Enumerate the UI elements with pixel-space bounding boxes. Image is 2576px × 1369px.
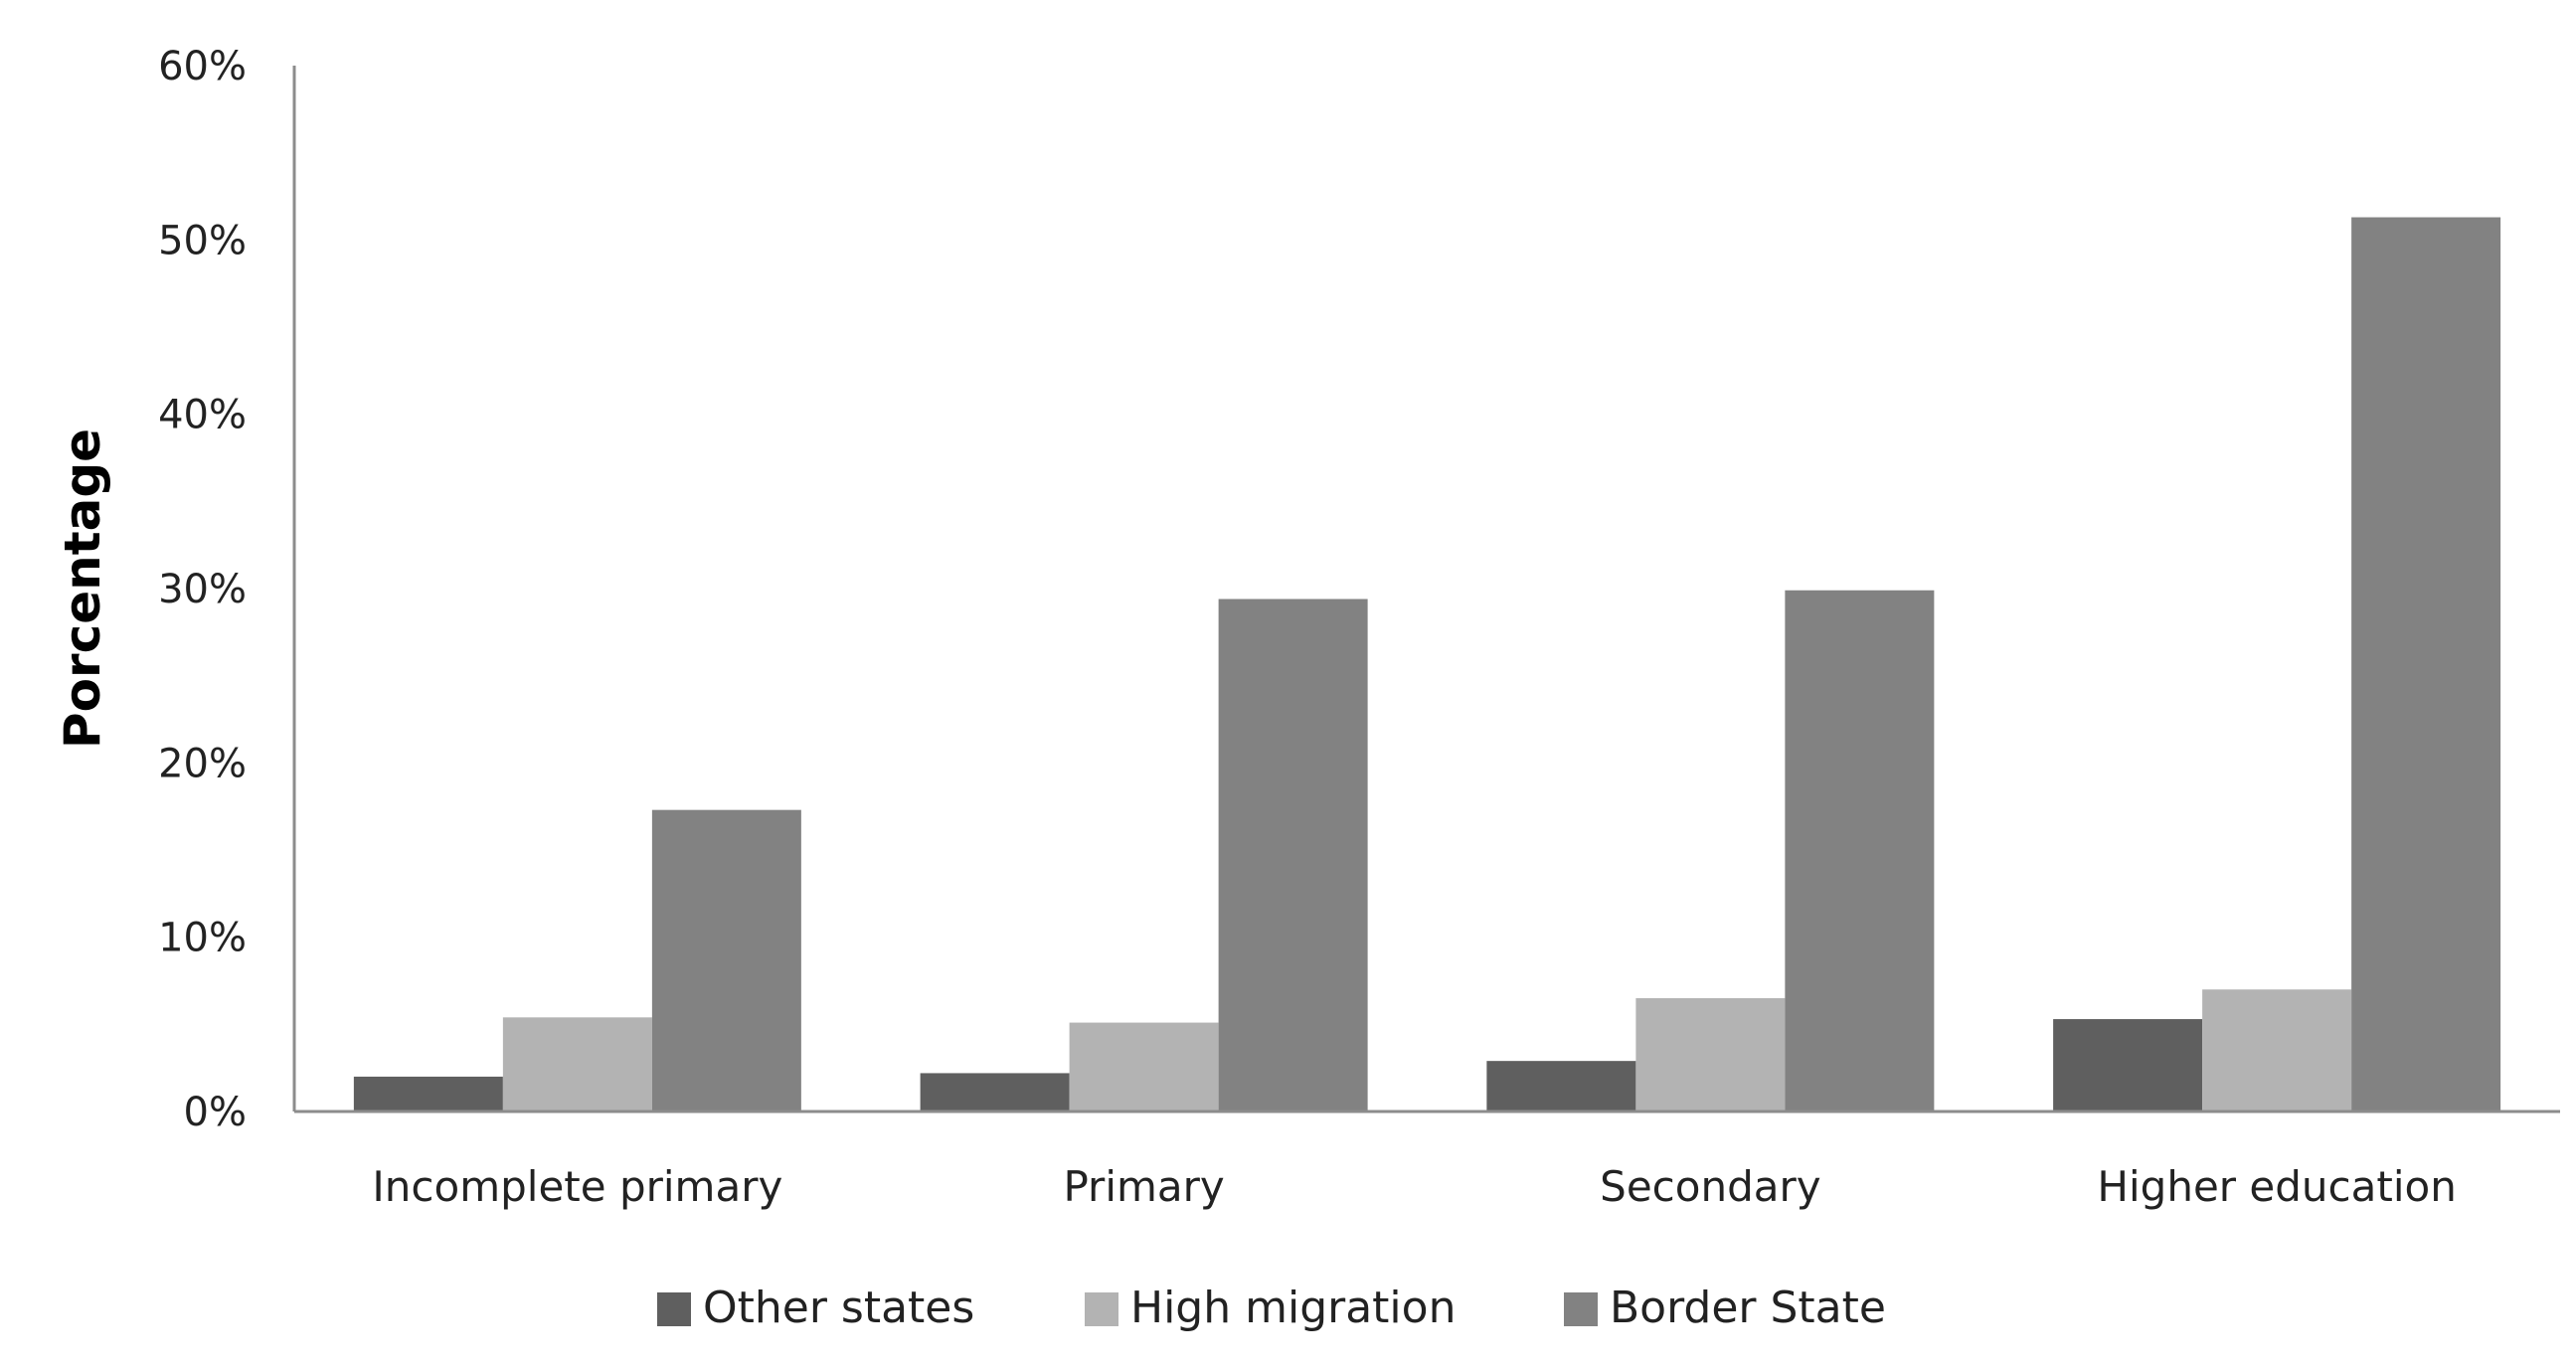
y-tick-label: 50% bbox=[158, 218, 247, 263]
legend-swatch-high-migration bbox=[1085, 1292, 1118, 1326]
y-axis-title: Porcentage bbox=[54, 428, 111, 749]
y-tick-label: 20% bbox=[158, 741, 247, 786]
y-tick-label: 0% bbox=[184, 1090, 247, 1135]
x-category-label: Incomplete primary bbox=[372, 1162, 782, 1211]
x-axis-category-labels: Incomplete primary Primary Secondary Higher… bbox=[372, 1162, 2456, 1211]
bar-other-states-secondary bbox=[1486, 1061, 1636, 1112]
bar-border-state-secondary bbox=[1785, 590, 1935, 1112]
x-category-label: Secondary bbox=[1600, 1162, 1820, 1211]
legend: Other states High migration Border State bbox=[657, 1283, 1886, 1333]
legend-label: Other states bbox=[703, 1283, 974, 1333]
bar-high-migration-primary bbox=[1069, 1022, 1219, 1112]
legend-label: Border State bbox=[1610, 1283, 1886, 1333]
y-tick-label: 10% bbox=[158, 916, 247, 961]
legend-swatch-border-state bbox=[1564, 1292, 1598, 1326]
bar-border-state-higher-education bbox=[2351, 217, 2501, 1112]
bar-other-states-higher-education bbox=[2053, 1019, 2203, 1112]
bars bbox=[353, 217, 2501, 1112]
y-tick-label: 30% bbox=[158, 567, 247, 612]
x-category-label: Higher education bbox=[2097, 1162, 2456, 1211]
bar-high-migration-incomplete-primary bbox=[502, 1017, 652, 1112]
bar-other-states-primary bbox=[920, 1073, 1070, 1112]
bar-border-state-primary bbox=[1218, 599, 1368, 1112]
bar-high-migration-secondary bbox=[1635, 998, 1786, 1112]
legend-label: High migration bbox=[1130, 1283, 1456, 1333]
y-tick-label: 60% bbox=[158, 44, 247, 89]
y-tick-label: 40% bbox=[158, 393, 247, 438]
y-axis-ticks: 0% 10% 20% 30% 40% 50% 60% bbox=[158, 44, 247, 1135]
bar-other-states-incomplete-primary bbox=[353, 1076, 503, 1112]
bar-border-state-incomplete-primary bbox=[651, 809, 801, 1112]
bar-high-migration-higher-education bbox=[2202, 989, 2352, 1112]
x-category-label: Primary bbox=[1063, 1162, 1224, 1211]
legend-swatch-other-states bbox=[657, 1292, 691, 1326]
